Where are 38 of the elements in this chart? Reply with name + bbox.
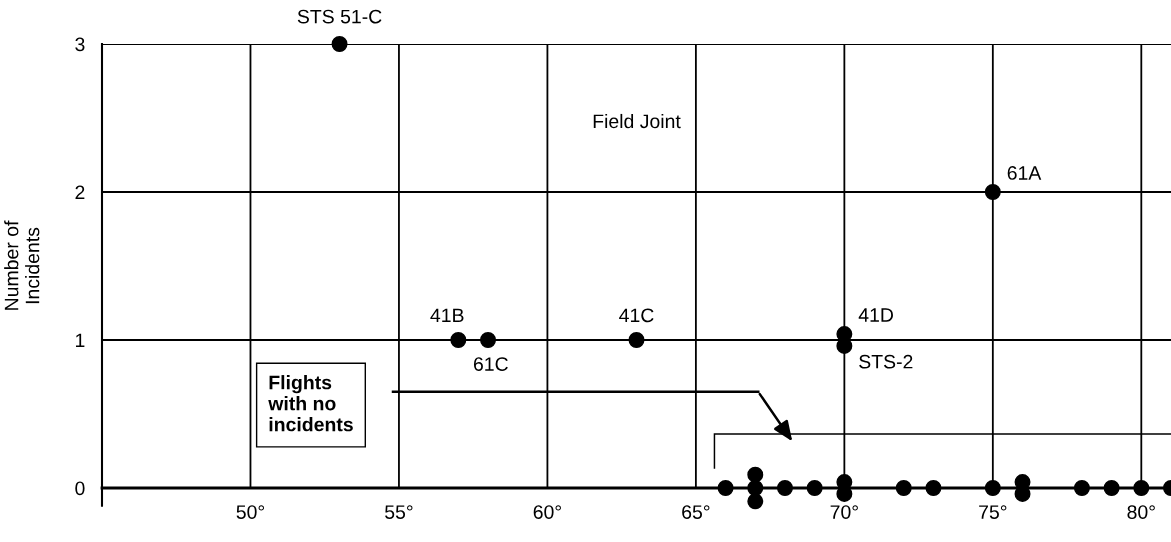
- y-tick-label: 1: [76, 333, 85, 348]
- x-tick-label: 50°: [236, 505, 265, 519]
- annotation: 41D: [858, 308, 893, 322]
- y-tick-label: 0: [75, 481, 85, 496]
- point: [1103, 480, 1120, 496]
- x-tick-label: 65°: [682, 505, 710, 519]
- point: [895, 480, 912, 496]
- text: Field Joint: [593, 113, 681, 129]
- point: [747, 466, 764, 483]
- annotation: 41C: [619, 308, 654, 323]
- annotation: STS 51-C: [297, 9, 382, 24]
- point: [480, 332, 497, 348]
- x-tick-label: 75°: [979, 505, 1007, 519]
- x-tick-label: 60°: [533, 505, 561, 519]
- point: [806, 480, 823, 496]
- annotation: Flights with no incidents: [268, 375, 353, 432]
- x-tick-label: 80°: [1127, 505, 1155, 519]
- annotation: 61C: [473, 357, 508, 371]
- annotation: 61A: [1007, 166, 1042, 180]
- x-tick-label: 70°: [830, 505, 858, 519]
- point: [717, 480, 734, 496]
- point: [628, 332, 645, 348]
- point: [747, 480, 764, 496]
- point: [925, 480, 942, 496]
- point: [747, 493, 764, 510]
- point: [331, 36, 348, 52]
- point: [1133, 480, 1150, 496]
- x-tick-label: 55°: [385, 505, 413, 519]
- y-axis-title: Number of Incidents: [4, 220, 40, 310]
- point: [776, 480, 793, 496]
- point: [450, 332, 467, 348]
- y-tick-label: 2: [75, 185, 85, 200]
- y-tick-label: 3: [75, 37, 85, 52]
- point: [984, 184, 1001, 200]
- point: [1073, 480, 1090, 496]
- annotation: 41B: [430, 308, 464, 323]
- point: [984, 480, 1001, 496]
- annotation: STS-2: [859, 354, 913, 369]
